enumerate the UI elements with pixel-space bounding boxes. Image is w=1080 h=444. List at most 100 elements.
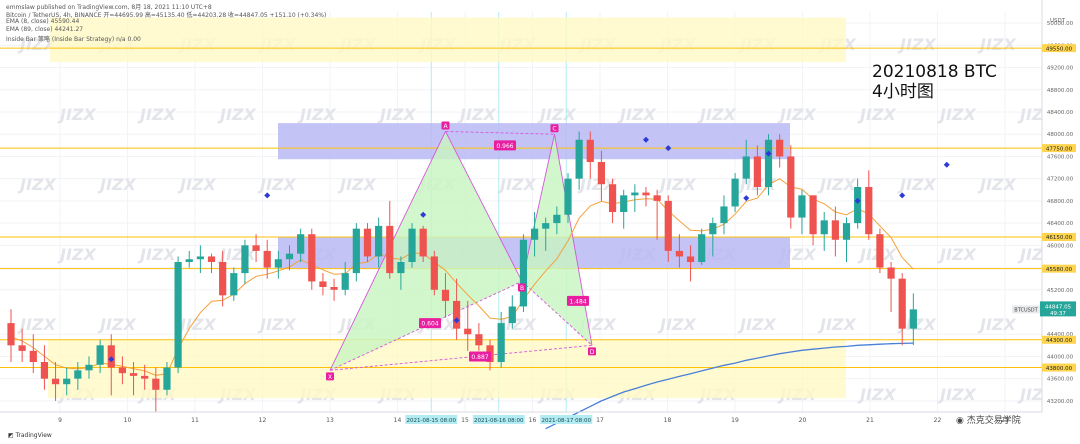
- candle-body[interactable]: [631, 192, 639, 196]
- candle-body[interactable]: [709, 223, 717, 235]
- highlighted-date-tag[interactable]: [472, 415, 525, 424]
- candle-body[interactable]: [330, 287, 338, 290]
- candle-body[interactable]: [753, 156, 761, 187]
- level-price-tag[interactable]: [1042, 144, 1076, 153]
- level-price-tag[interactable]: [1042, 264, 1076, 273]
- candle-body[interactable]: [230, 273, 238, 296]
- candle-body[interactable]: [553, 214, 561, 224]
- candle-body[interactable]: [876, 234, 884, 268]
- candle-body[interactable]: [419, 228, 427, 257]
- candle-body[interactable]: [787, 156, 795, 218]
- candle-body[interactable]: [319, 281, 327, 287]
- strategy-legend[interactable]: Inside Bar 策略 (Inside Bar Strategy) n/a …: [6, 36, 141, 43]
- candle-body[interactable]: [898, 278, 906, 329]
- candle-body[interactable]: [341, 273, 349, 290]
- candle-body[interactable]: [141, 375, 149, 379]
- candle-body[interactable]: [185, 259, 193, 262]
- candle-body[interactable]: [586, 139, 594, 162]
- zone-demand-3[interactable]: [50, 17, 846, 62]
- level-price-tag[interactable]: [1042, 44, 1076, 53]
- ratio-label-box[interactable]: [494, 140, 516, 151]
- candle-body[interactable]: [7, 323, 15, 346]
- candle-body[interactable]: [508, 306, 516, 324]
- candle-body[interactable]: [285, 253, 294, 260]
- ratio-label-box[interactable]: [469, 351, 491, 362]
- candle-body[interactable]: [698, 234, 706, 262]
- candle-body[interactable]: [686, 256, 695, 262]
- candle-body[interactable]: [252, 245, 260, 251]
- candle-body[interactable]: [386, 225, 394, 274]
- candle-body[interactable]: [40, 362, 49, 379]
- candle-body[interactable]: [29, 350, 37, 362]
- candle-body[interactable]: [408, 228, 416, 262]
- candle-body[interactable]: [263, 250, 271, 268]
- candle-body[interactable]: [608, 184, 617, 212]
- candle-body[interactable]: [63, 378, 71, 385]
- ema-fast-line[interactable]: [10, 178, 914, 376]
- candle-body[interactable]: [664, 200, 672, 251]
- candle-body[interactable]: [842, 223, 851, 240]
- candle-body[interactable]: [854, 187, 862, 224]
- candle-body[interactable]: [129, 373, 138, 376]
- candle-body[interactable]: [564, 178, 572, 215]
- candle-body[interactable]: [85, 364, 93, 371]
- candle-body[interactable]: [430, 256, 438, 290]
- candle-body[interactable]: [241, 245, 249, 274]
- candle-body[interactable]: [196, 256, 204, 260]
- candle-body[interactable]: [675, 250, 683, 257]
- zone-supply-0[interactable]: [278, 123, 790, 160]
- candle-body[interactable]: [363, 228, 372, 257]
- level-price-tag[interactable]: [1042, 335, 1076, 344]
- candle-body[interactable]: [152, 378, 160, 390]
- tradingview-logo[interactable]: ◩ TradingView: [8, 432, 52, 439]
- candle-body[interactable]: [620, 195, 628, 212]
- candle-body[interactable]: [174, 262, 182, 368]
- candle-body[interactable]: [464, 328, 472, 335]
- candle-body[interactable]: [163, 367, 171, 390]
- candle-body[interactable]: [74, 370, 82, 379]
- ratio-label-box[interactable]: [419, 318, 441, 329]
- candle-body[interactable]: [742, 156, 750, 179]
- candle-body[interactable]: [831, 220, 839, 240]
- candle-body[interactable]: [274, 259, 282, 268]
- pattern-point-B[interactable]: [518, 283, 526, 292]
- candle-body[interactable]: [375, 225, 383, 257]
- candle-body[interactable]: [909, 309, 917, 329]
- candle-body[interactable]: [297, 234, 305, 254]
- candle-body[interactable]: [887, 267, 895, 279]
- candle-body[interactable]: [441, 289, 450, 301]
- candle-body[interactable]: [820, 220, 828, 235]
- candle-body[interactable]: [542, 223, 550, 229]
- candle-body[interactable]: [51, 378, 60, 385]
- candle-body[interactable]: [519, 239, 528, 307]
- ratio-label-box[interactable]: [567, 295, 589, 306]
- candle-body[interactable]: [18, 345, 26, 351]
- ema-slow-line[interactable]: [545, 342, 914, 430]
- candle-body[interactable]: [308, 234, 316, 282]
- candle-body[interactable]: [352, 228, 360, 274]
- candle-body[interactable]: [219, 262, 227, 296]
- pattern-point-X[interactable]: [326, 372, 334, 381]
- ema-slow-legend[interactable]: EMA (89, close) 44241.27: [6, 26, 84, 33]
- candle-body[interactable]: [118, 367, 126, 374]
- candle-body[interactable]: [575, 139, 583, 179]
- highlighted-date-tag[interactable]: [540, 415, 593, 424]
- highlighted-date-tag[interactable]: [405, 415, 458, 424]
- last-price-tag[interactable]: [1040, 301, 1076, 317]
- candle-body[interactable]: [530, 228, 539, 240]
- candle-body[interactable]: [475, 334, 483, 346]
- level-price-tag[interactable]: [1042, 363, 1076, 372]
- candle-body[interactable]: [865, 187, 873, 235]
- candle-body[interactable]: [397, 262, 405, 274]
- candle-body[interactable]: [597, 162, 606, 185]
- candle-body[interactable]: [764, 139, 773, 187]
- candle-body[interactable]: [497, 323, 505, 362]
- candle-body[interactable]: [96, 345, 104, 365]
- level-price-tag[interactable]: [1042, 233, 1076, 241]
- pattern-point-A[interactable]: [441, 121, 450, 130]
- candle-body[interactable]: [642, 192, 650, 196]
- candle-body[interactable]: [653, 195, 661, 201]
- ema-fast-legend[interactable]: EMA (8, close) 45590.44: [6, 18, 80, 25]
- candle-body[interactable]: [731, 178, 739, 207]
